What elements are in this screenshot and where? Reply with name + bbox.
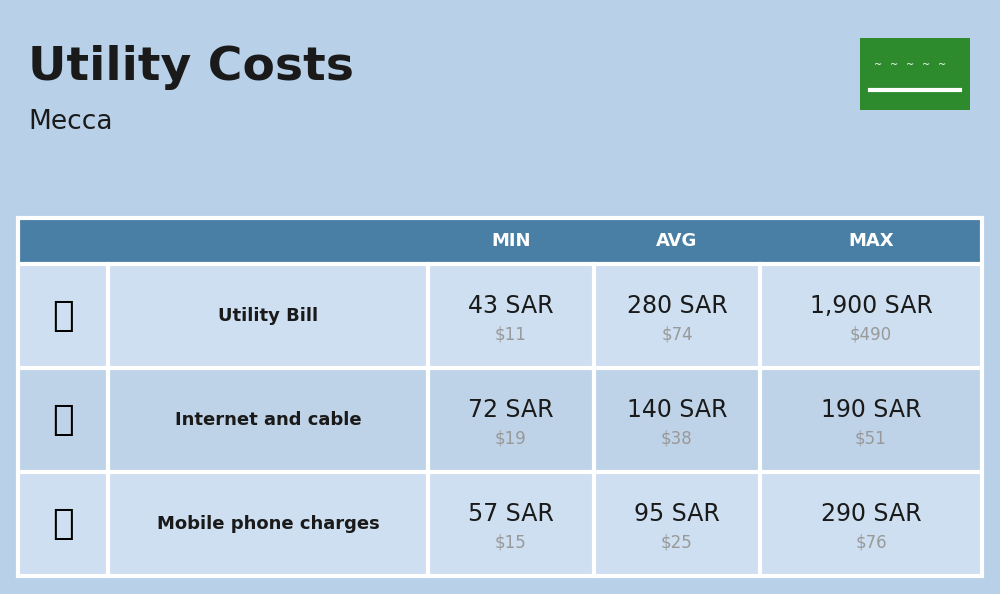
Text: 43 SAR: 43 SAR	[468, 294, 554, 318]
Text: 📡: 📡	[52, 403, 74, 437]
Bar	[33, 390, 93, 450]
Bar	[860, 38, 970, 110]
Text: 🔧: 🔧	[52, 299, 74, 333]
Text: MAX: MAX	[848, 232, 894, 250]
Bar	[18, 218, 982, 264]
Text: Internet and cable: Internet and cable	[175, 411, 361, 429]
Text: $15: $15	[495, 533, 527, 551]
Text: 95 SAR: 95 SAR	[634, 502, 720, 526]
Text: MIN: MIN	[491, 232, 531, 250]
Text: Mecca: Mecca	[28, 109, 112, 135]
Text: 140 SAR: 140 SAR	[627, 398, 727, 422]
Text: $76: $76	[855, 533, 887, 551]
Text: $74: $74	[661, 325, 693, 343]
Text: $38: $38	[661, 429, 693, 447]
Text: ~: ~	[874, 61, 882, 70]
Text: $19: $19	[495, 429, 527, 447]
Text: $51: $51	[855, 429, 887, 447]
Text: $25: $25	[661, 533, 693, 551]
Text: ~: ~	[922, 61, 930, 70]
Text: Utility Costs: Utility Costs	[28, 46, 354, 90]
Text: 280 SAR: 280 SAR	[627, 294, 727, 318]
Bar	[18, 264, 982, 368]
Text: 📱: 📱	[52, 507, 74, 541]
Bar	[33, 494, 93, 554]
Text: Mobile phone charges: Mobile phone charges	[157, 515, 379, 533]
Text: $490: $490	[850, 325, 892, 343]
Text: 72 SAR: 72 SAR	[468, 398, 554, 422]
Bar	[33, 286, 93, 346]
Text: Utility Bill: Utility Bill	[218, 307, 318, 325]
Text: 190 SAR: 190 SAR	[821, 398, 921, 422]
Text: ~: ~	[938, 61, 946, 70]
Bar	[18, 368, 982, 472]
Text: ~: ~	[906, 61, 914, 70]
Text: 1,900 SAR: 1,900 SAR	[810, 294, 932, 318]
Text: 57 SAR: 57 SAR	[468, 502, 554, 526]
Text: $11: $11	[495, 325, 527, 343]
Bar	[18, 472, 982, 576]
Text: AVG: AVG	[656, 232, 698, 250]
Text: 290 SAR: 290 SAR	[821, 502, 921, 526]
Text: ~: ~	[890, 61, 898, 70]
